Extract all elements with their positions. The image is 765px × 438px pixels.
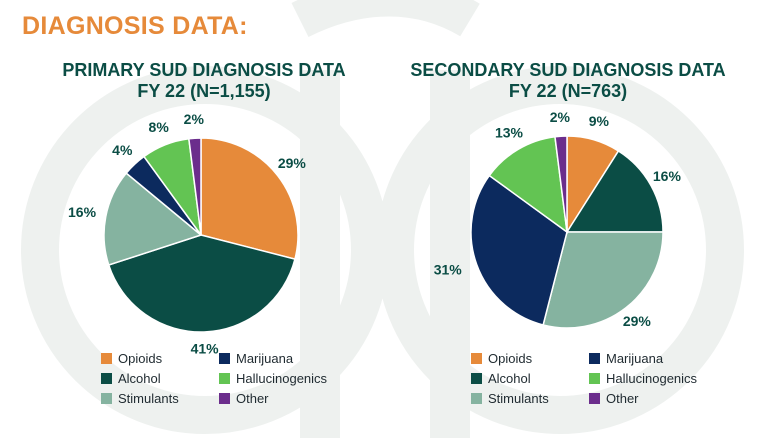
primary-legend-label-alcohol: Alcohol [118, 371, 161, 386]
secondary-legend-label-hallucinogenics: Hallucinogenics [606, 371, 698, 386]
secondary-slice-label-other: 2% [550, 109, 571, 125]
primary-legend-item-hallucinogenics: Hallucinogenics [219, 371, 351, 386]
primary-slice-alcohol [107, 234, 296, 333]
primary-legend-swatch-marijuana [219, 353, 230, 364]
secondary-slice-label-hallucinogenics: 13% [495, 125, 524, 141]
secondary-legend-swatch-stimulants [471, 393, 482, 404]
primary-chart-title-line: PRIMARY SUD DIAGNOSIS DATA [62, 60, 346, 80]
secondary-legend-swatch-alcohol [471, 373, 482, 384]
secondary-legend-label-alcohol: Alcohol [488, 371, 531, 386]
primary-slice-stimulants [103, 172, 203, 266]
secondary-slice-other [554, 135, 568, 233]
secondary-slice-label-marijuana: 31% [434, 261, 463, 277]
secondary-slice-hallucinogenics [488, 135, 568, 234]
primary-chart-subtitle: FY 22 (N=1,155) [137, 81, 271, 101]
primary-legend-swatch-opioids [101, 353, 112, 364]
primary-legend-label-other: Other [236, 391, 269, 406]
secondary-slice-label-opioids: 9% [589, 113, 610, 129]
secondary-legend-item-marijuana: Marijuana [589, 351, 721, 366]
primary-legend-label-stimulants: Stimulants [118, 391, 179, 406]
secondary-slice-alcohol [565, 149, 664, 233]
secondary-legend-swatch-opioids [471, 353, 482, 364]
primary-slice-label-alcohol: 41% [191, 341, 220, 357]
primary-legend-swatch-alcohol [101, 373, 112, 384]
secondary-slice-label-stimulants: 29% [623, 313, 652, 329]
primary-legend-item-stimulants: Stimulants [101, 391, 219, 406]
primary-slice-label-hallucinogenics: 8% [149, 119, 170, 135]
primary-slice-other [188, 137, 202, 236]
secondary-legend-item-hallucinogenics: Hallucinogenics [589, 371, 721, 386]
primary-slice-label-other: 2% [184, 111, 205, 127]
secondary-slice-label-alcohol: 16% [653, 168, 682, 184]
primary-legend-swatch-hallucinogenics [219, 373, 230, 384]
primary-legend-label-opioids: Opioids [118, 351, 163, 366]
primary-legend-item-marijuana: Marijuana [219, 351, 351, 366]
primary-slice-opioids [200, 137, 299, 261]
primary-legend-item-other: Other [219, 391, 351, 406]
secondary-legend-label-stimulants: Stimulants [488, 391, 549, 406]
primary-legend-item-alcohol: Alcohol [101, 371, 219, 386]
secondary-chart-legend: Opioids Marijuana Alcohol Hallucinogenics St… [471, 351, 721, 406]
secondary-slice-stimulants [542, 231, 664, 329]
secondary-chart-title-line: SECONDARY SUD DIAGNOSIS DATA [410, 60, 726, 80]
secondary-legend-swatch-hallucinogenics [589, 373, 600, 384]
secondary-legend-label-marijuana: Marijuana [606, 351, 664, 366]
secondary-legend-item-opioids: Opioids [471, 351, 589, 366]
primary-legend-label-hallucinogenics: Hallucinogenics [236, 371, 328, 386]
secondary-legend-swatch-other [589, 393, 600, 404]
secondary-legend-item-stimulants: Stimulants [471, 391, 589, 406]
secondary-chart-subtitle: FY 22 (N=763) [508, 81, 628, 101]
primary-slice-label-marijuana: 4% [112, 142, 133, 158]
page-title: DIAGNOSIS DATA: [22, 12, 248, 40]
primary-legend-swatch-other [219, 393, 230, 404]
primary-slice-label-opioids: 29% [278, 155, 307, 171]
primary-chart-title: PRIMARY SUD DIAGNOSIS DATA FY 22 (N=1,15… [20, 60, 388, 102]
secondary-legend-label-opioids: Opioids [488, 351, 533, 366]
secondary-legend-item-other: Other [589, 391, 721, 406]
primary-slice-label-stimulants: 16% [68, 204, 97, 220]
primary-legend-swatch-stimulants [101, 393, 112, 404]
secondary-legend-item-alcohol: Alcohol [471, 371, 589, 386]
primary-legend-item-opioids: Opioids [101, 351, 219, 366]
primary-legend-label-marijuana: Marijuana [236, 351, 294, 366]
primary-chart-legend: Opioids Marijuana Alcohol Hallucinogenics St… [101, 351, 351, 406]
secondary-slice-marijuana [470, 174, 568, 326]
secondary-legend-label-other: Other [606, 391, 639, 406]
secondary-chart-title: SECONDARY SUD DIAGNOSIS DATA FY 22 (N=76… [382, 60, 754, 102]
secondary-legend-swatch-marijuana [589, 353, 600, 364]
